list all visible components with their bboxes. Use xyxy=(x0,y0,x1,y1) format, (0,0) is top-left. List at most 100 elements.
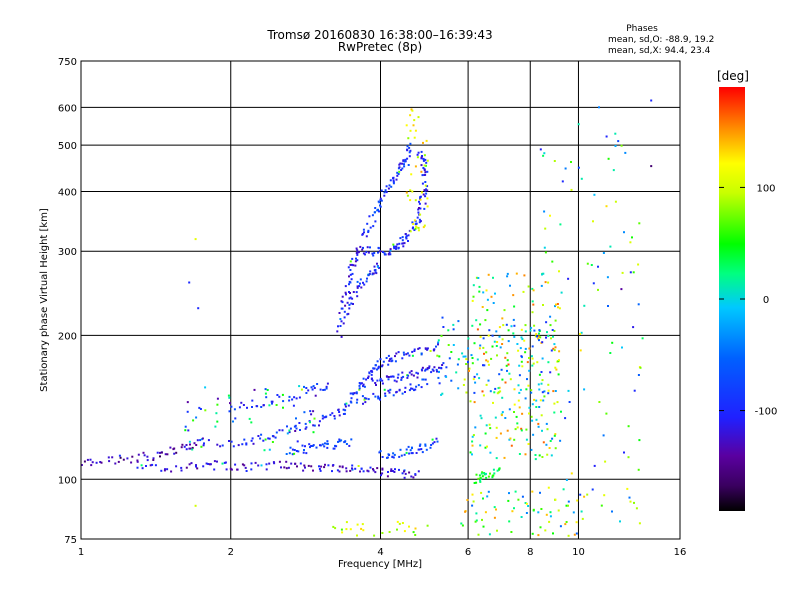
data-point xyxy=(417,384,420,387)
data-point xyxy=(313,424,316,427)
data-point xyxy=(541,391,544,394)
data-point xyxy=(154,464,157,467)
data-point xyxy=(175,465,178,468)
data-point xyxy=(564,417,567,420)
data-point xyxy=(484,511,487,514)
data-point xyxy=(484,446,487,449)
data-point xyxy=(551,329,554,331)
data-point xyxy=(567,389,570,392)
data-point xyxy=(344,403,347,406)
data-point xyxy=(409,449,412,452)
data-point xyxy=(175,451,178,454)
data-point xyxy=(327,464,330,467)
data-point xyxy=(304,427,307,430)
data-point xyxy=(424,347,427,350)
data-point xyxy=(400,454,403,457)
data-point xyxy=(302,469,305,472)
data-point xyxy=(489,390,492,393)
data-point xyxy=(255,405,258,408)
data-point xyxy=(369,246,371,249)
data-point xyxy=(499,346,502,349)
data-point xyxy=(531,311,534,314)
data-point xyxy=(229,402,231,405)
data-point xyxy=(339,318,342,320)
data-point xyxy=(278,429,281,432)
data-point xyxy=(385,357,388,359)
data-point xyxy=(418,221,421,224)
data-point xyxy=(623,231,625,234)
data-point xyxy=(557,509,560,512)
data-point xyxy=(339,325,342,327)
data-point xyxy=(367,377,369,379)
data-point xyxy=(265,463,268,466)
data-point xyxy=(288,399,291,402)
data-point xyxy=(498,326,501,329)
data-point xyxy=(590,264,593,266)
data-point xyxy=(392,456,395,459)
data-point xyxy=(422,193,425,196)
data-point xyxy=(318,468,321,470)
data-point xyxy=(346,301,349,304)
data-point xyxy=(374,471,377,474)
data-point xyxy=(547,392,550,395)
data-point xyxy=(471,444,474,447)
data-point xyxy=(295,417,297,420)
data-point xyxy=(537,337,540,340)
data-point xyxy=(142,451,145,454)
data-point xyxy=(466,499,469,501)
data-point xyxy=(437,343,439,346)
data-point xyxy=(484,473,487,476)
data-point xyxy=(535,399,538,402)
data-point xyxy=(333,415,336,417)
data-point xyxy=(392,179,395,182)
data-point xyxy=(223,461,226,464)
data-point xyxy=(310,445,313,447)
data-point xyxy=(298,422,301,424)
y-tick-label: 600 xyxy=(58,103,77,114)
data-point xyxy=(241,463,244,466)
data-point xyxy=(422,167,425,169)
data-point xyxy=(556,303,559,305)
data-point xyxy=(549,214,551,217)
data-point xyxy=(423,207,426,210)
data-point xyxy=(392,243,395,246)
data-point xyxy=(387,253,390,256)
data-point xyxy=(553,349,556,352)
data-point xyxy=(407,164,410,166)
data-point xyxy=(372,392,375,395)
data-point xyxy=(422,159,425,162)
data-point xyxy=(341,295,344,298)
data-point xyxy=(362,529,365,532)
data-point xyxy=(291,448,294,451)
data-point xyxy=(404,160,407,163)
data-point xyxy=(502,324,505,327)
data-point xyxy=(264,438,267,441)
data-point xyxy=(351,272,354,275)
data-point xyxy=(408,155,411,158)
data-point xyxy=(491,334,494,337)
data-point xyxy=(510,444,513,447)
data-point xyxy=(540,382,543,385)
data-point xyxy=(367,398,370,401)
data-point xyxy=(593,464,596,467)
data-point xyxy=(424,171,427,174)
data-point xyxy=(538,329,541,332)
data-point xyxy=(580,510,583,513)
data-point xyxy=(469,451,472,454)
data-point xyxy=(424,378,427,381)
data-point xyxy=(604,460,607,463)
data-point xyxy=(358,285,361,288)
data-point xyxy=(365,280,368,283)
data-point xyxy=(637,263,640,266)
data-point xyxy=(383,252,386,255)
data-point xyxy=(537,335,540,338)
data-point xyxy=(388,454,391,456)
data-point xyxy=(369,226,372,229)
data-point xyxy=(512,294,515,297)
data-point xyxy=(639,366,642,369)
data-point xyxy=(501,338,504,341)
data-point xyxy=(180,469,183,472)
data-point xyxy=(531,287,534,290)
data-point xyxy=(195,465,197,468)
data-point xyxy=(338,470,341,473)
